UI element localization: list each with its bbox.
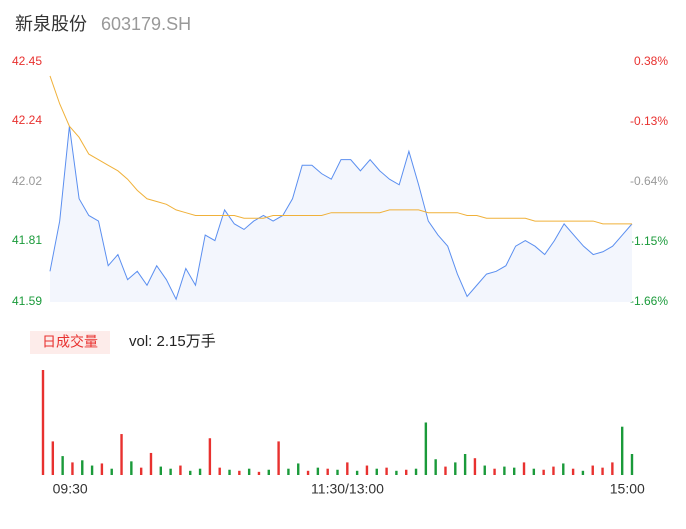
volume-bar [277, 441, 280, 475]
volume-bar [208, 438, 212, 475]
volume-bar [198, 468, 202, 475]
volume-bar [385, 467, 388, 475]
volume-bar [71, 462, 74, 475]
volume-bar [257, 471, 261, 475]
volume-bar [120, 434, 123, 475]
volume-bar [630, 454, 634, 475]
volume-bar [542, 469, 545, 475]
volume-bar [297, 463, 300, 475]
stock-name: 新泉股份 [15, 14, 87, 34]
volume-badge [30, 331, 110, 354]
volume-bar [41, 370, 45, 475]
volume-bar [247, 468, 251, 475]
y-tick-label: 42.45 [12, 54, 42, 68]
x-tick-label: 15:00 [610, 481, 645, 497]
volume-bar [189, 470, 192, 475]
volume-bar [159, 466, 162, 475]
volume-bar [581, 470, 585, 475]
y-tick-label: 41.59 [12, 294, 42, 308]
volume-bar [424, 422, 428, 475]
line-average [49, 75, 632, 225]
volume-bar [130, 461, 133, 475]
y2-tick-label: -0.13% [630, 114, 668, 128]
volume-bar [454, 462, 457, 475]
volume-bar [513, 467, 516, 475]
x-tick-label: 09:30 [53, 481, 88, 497]
volume-bar [601, 467, 604, 475]
volume-bar [238, 470, 241, 475]
volume-bar [414, 468, 418, 475]
volume-bar [463, 454, 467, 475]
y2-tick-label: 0.38% [634, 54, 668, 68]
volume-bar [316, 467, 320, 475]
y-tick-label: 42.24 [12, 113, 42, 127]
y-tick-label: 41.81 [12, 233, 42, 247]
volume-bar [503, 466, 506, 475]
volume-bar [355, 470, 359, 475]
volume-bar [571, 468, 575, 475]
volume-bar [522, 462, 526, 475]
volume-bar [611, 462, 614, 475]
volume-bar [179, 465, 182, 475]
volume-bar [306, 470, 310, 475]
volume-bar [532, 468, 536, 475]
volume-bar [591, 465, 594, 475]
volume-bar [620, 426, 624, 475]
y2-tick-label: -1.15% [630, 234, 668, 248]
line-price [49, 126, 633, 301]
volume-bar [473, 458, 477, 475]
y-tick-label: 42.02 [12, 174, 42, 188]
volume-total: vol: 2.15万手 [129, 333, 216, 350]
volume-bar [434, 459, 437, 475]
volume-bar [375, 468, 378, 475]
volume-bar [365, 465, 369, 475]
volume-bar [336, 469, 339, 475]
y2-tick-label: -0.64% [630, 174, 668, 188]
volume-bar [90, 465, 94, 475]
volume-bar [149, 452, 153, 475]
volume-bar [444, 466, 447, 475]
volume-bar [562, 463, 565, 475]
volume-bar [346, 462, 349, 475]
volume-bar [139, 467, 143, 475]
volume-bar [326, 468, 329, 475]
volume-bar [552, 466, 555, 475]
volume-bar [405, 469, 408, 475]
price-area [50, 126, 632, 303]
volume-bar [110, 468, 113, 475]
volume-bar [51, 441, 55, 475]
volume-bar [100, 463, 104, 475]
stock-code: 603179.SH [101, 14, 191, 34]
volume-bar [218, 467, 221, 475]
volume-bar [61, 456, 64, 475]
volume-bar [395, 470, 398, 475]
volume-bar [267, 469, 270, 475]
x-tick-label: 11:30/13:00 [311, 481, 384, 497]
y2-tick-label: -1.66% [630, 294, 668, 308]
volume-bar [228, 469, 231, 475]
volume-bar [81, 460, 84, 475]
volume-title: 日成交量 [42, 334, 98, 350]
volume-bar [493, 468, 496, 475]
volume-bar [169, 468, 172, 475]
volume-bar [287, 468, 290, 475]
volume-bar [483, 465, 486, 475]
